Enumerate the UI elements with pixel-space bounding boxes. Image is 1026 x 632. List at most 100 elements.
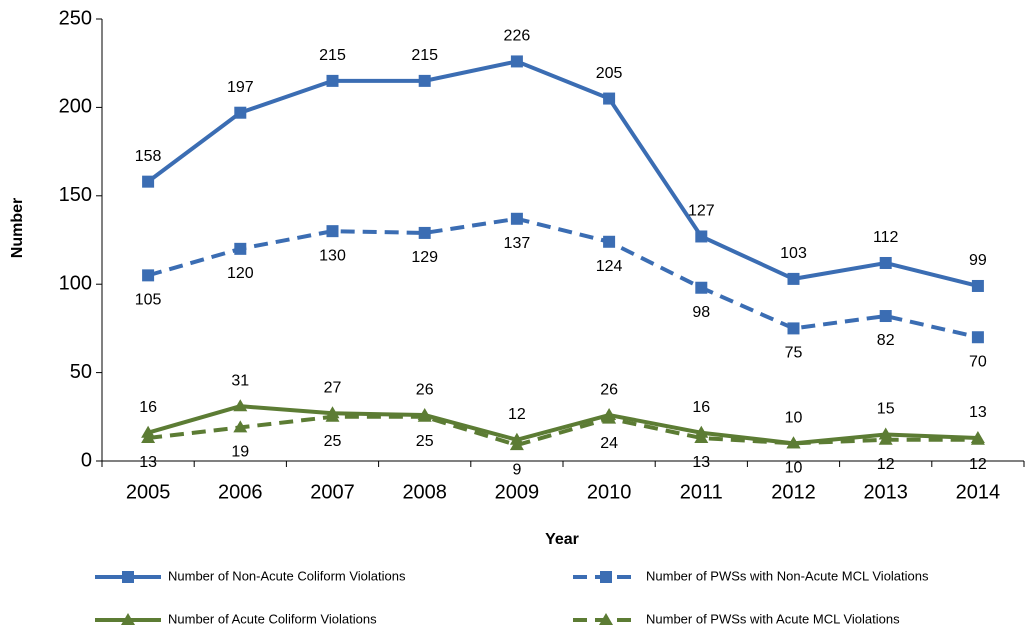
data-label: 27 (324, 379, 342, 396)
data-label: 31 (231, 372, 249, 389)
y-tick-label: 0 (81, 449, 92, 471)
marker (510, 55, 523, 68)
data-label: 215 (319, 47, 346, 64)
marker (603, 235, 616, 248)
marker (326, 74, 339, 87)
legend-label: Number of PWSs with Acute MCL Violations (646, 611, 900, 626)
data-label: 82 (877, 332, 895, 349)
data-label: 13 (139, 454, 157, 471)
data-label: 25 (416, 433, 434, 450)
y-tick-label: 50 (70, 361, 92, 383)
x-tick-label: 2012 (771, 481, 816, 503)
data-label: 26 (416, 381, 434, 398)
marker (971, 279, 984, 292)
data-label: 25 (324, 433, 342, 450)
data-label: 13 (692, 454, 710, 471)
x-axis-label: Year (545, 531, 579, 548)
legend-label: Number of Non-Acute Coliform Violations (168, 568, 406, 583)
x-tick-label: 2008 (402, 481, 447, 503)
data-label: 112 (873, 229, 899, 246)
y-tick-label: 150 (59, 184, 92, 206)
data-label: 19 (231, 444, 249, 461)
marker (879, 256, 892, 269)
data-label: 158 (135, 148, 162, 165)
legend-label: Number of Acute Coliform Violations (168, 611, 377, 626)
x-tick-label: 2005 (126, 481, 171, 503)
marker (234, 106, 247, 119)
data-label: 103 (780, 245, 807, 262)
x-tick-label: 2010 (587, 481, 632, 503)
data-label: 215 (411, 47, 438, 64)
data-label: 16 (692, 399, 710, 416)
x-tick-label: 2006 (218, 481, 263, 503)
marker (787, 322, 800, 335)
data-label: 15 (877, 401, 895, 418)
data-label: 13 (969, 404, 987, 421)
x-tick-label: 2014 (956, 481, 1001, 503)
marker (879, 310, 892, 323)
series-line (146, 59, 979, 288)
marker (786, 436, 801, 449)
data-label: 12 (969, 456, 987, 473)
data-label: 9 (512, 461, 521, 478)
marker (695, 230, 708, 243)
marker (325, 409, 340, 422)
marker (417, 409, 432, 422)
marker (510, 212, 523, 225)
data-label: 99 (969, 252, 987, 269)
data-label: 16 (139, 399, 157, 416)
marker (971, 331, 984, 344)
data-label: 75 (785, 345, 803, 362)
series-line (147, 404, 978, 446)
marker (603, 92, 616, 105)
data-label: 105 (135, 292, 162, 309)
marker (602, 411, 617, 424)
x-tick-label: 2009 (495, 481, 540, 503)
x-tick-label: 2011 (680, 481, 723, 503)
data-label: 12 (877, 456, 895, 473)
marker (142, 175, 155, 188)
data-label: 226 (504, 28, 531, 45)
y-axis-label: Number (9, 198, 26, 258)
data-label: 24 (600, 435, 618, 452)
data-label: 205 (596, 65, 623, 82)
marker (695, 281, 708, 294)
marker (878, 432, 893, 445)
data-label: 98 (692, 304, 710, 321)
series-line (147, 414, 978, 448)
y-tick-label: 250 (59, 7, 92, 29)
marker (694, 431, 709, 444)
data-label: 10 (785, 410, 803, 427)
marker (970, 432, 985, 445)
data-label: 10 (785, 460, 803, 477)
legend-label: Number of PWSs with Non-Acute MCL Violat… (646, 568, 929, 583)
x-tick-label: 2007 (310, 481, 355, 503)
marker (418, 226, 431, 239)
marker (787, 272, 800, 285)
data-label: 129 (411, 249, 438, 266)
marker (234, 242, 247, 255)
marker (122, 571, 134, 583)
marker (326, 225, 339, 238)
marker (418, 74, 431, 87)
marker (121, 613, 135, 625)
marker (233, 399, 248, 412)
data-label: 127 (688, 203, 715, 220)
y-tick-label: 100 (59, 272, 92, 294)
data-label: 70 (969, 353, 987, 370)
data-label: 137 (504, 235, 531, 252)
data-label: 124 (596, 258, 623, 275)
marker (600, 571, 612, 583)
marker (509, 438, 524, 451)
y-tick-label: 200 (59, 96, 92, 118)
marker (233, 420, 248, 433)
marker (142, 269, 155, 282)
data-label: 120 (227, 265, 254, 282)
marker (599, 613, 613, 625)
data-label: 12 (508, 406, 526, 423)
data-label: 130 (319, 247, 346, 264)
x-tick-label: 2013 (863, 481, 908, 503)
series-line (147, 216, 979, 340)
data-label: 197 (227, 79, 254, 96)
